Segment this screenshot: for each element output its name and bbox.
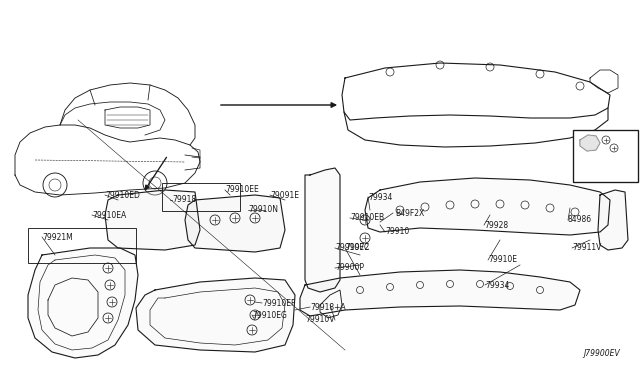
Text: 79910EE: 79910EE: [225, 186, 259, 195]
Text: 79934: 79934: [485, 280, 509, 289]
Text: 79910EB: 79910EB: [350, 214, 384, 222]
Text: 79910N: 79910N: [248, 205, 278, 215]
Text: 79918+A: 79918+A: [310, 302, 346, 311]
Polygon shape: [28, 248, 138, 358]
Text: 79910EA: 79910EA: [92, 211, 126, 219]
Text: J79900EV: J79900EV: [583, 349, 620, 358]
Text: 79910ED: 79910ED: [105, 190, 140, 199]
Text: 79910: 79910: [385, 228, 409, 237]
Polygon shape: [598, 190, 628, 250]
Text: B49L0X(RH): B49L0X(RH): [583, 155, 629, 164]
Polygon shape: [365, 178, 610, 235]
Polygon shape: [305, 168, 340, 292]
Bar: [28, 228, 136, 263]
Text: 79900P: 79900P: [335, 263, 364, 273]
Text: 79928: 79928: [484, 221, 508, 230]
Polygon shape: [580, 135, 600, 151]
Text: 79972: 79972: [345, 244, 369, 253]
Polygon shape: [105, 190, 200, 250]
Text: 79910E: 79910E: [488, 256, 517, 264]
Polygon shape: [185, 195, 285, 252]
Polygon shape: [136, 278, 295, 352]
Text: 79910EG: 79910EG: [252, 311, 287, 320]
Bar: [573, 130, 638, 182]
Text: B49L1X(LH): B49L1X(LH): [583, 167, 628, 176]
Polygon shape: [300, 270, 580, 316]
Text: 79934: 79934: [368, 192, 392, 202]
Text: 79091E: 79091E: [270, 190, 299, 199]
Text: B49F2X: B49F2X: [395, 208, 424, 218]
Text: 79910V: 79910V: [305, 315, 335, 324]
Bar: [162, 183, 240, 211]
Text: 79910EF: 79910EF: [262, 298, 296, 308]
Text: 79910EC: 79910EC: [335, 244, 369, 253]
Text: 79918: 79918: [172, 196, 196, 205]
Text: 79921M: 79921M: [42, 232, 73, 241]
Text: 84986: 84986: [568, 215, 592, 224]
Text: 79911V: 79911V: [572, 244, 602, 253]
